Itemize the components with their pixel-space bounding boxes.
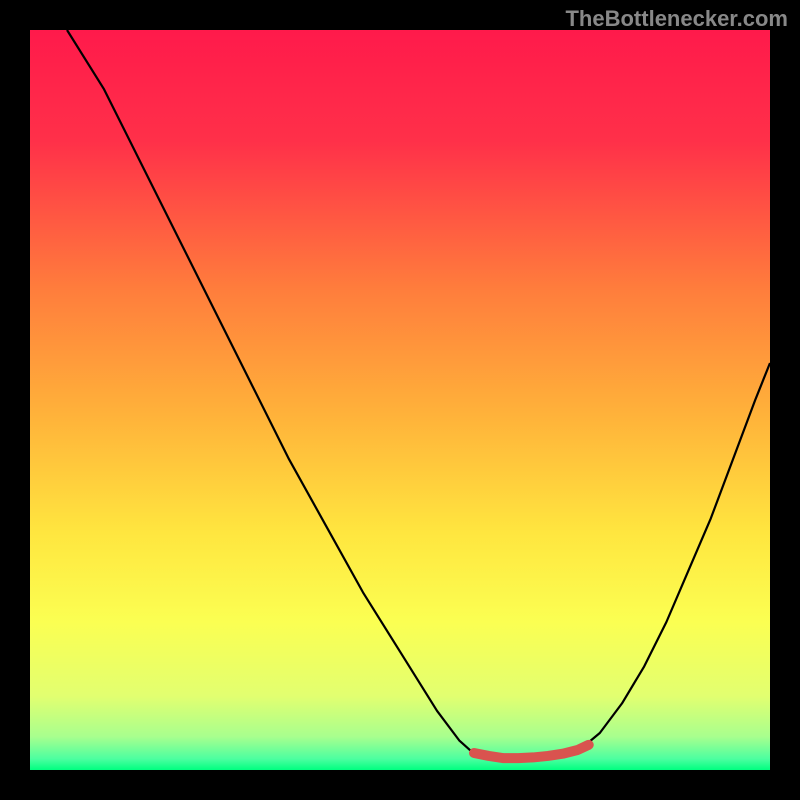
bottleneck-chart [0,0,800,800]
chart-container: TheBottlenecker.com [0,0,800,800]
plot-background [30,30,770,770]
watermark-text: TheBottlenecker.com [565,6,788,32]
optimal-point-dot [470,749,478,757]
